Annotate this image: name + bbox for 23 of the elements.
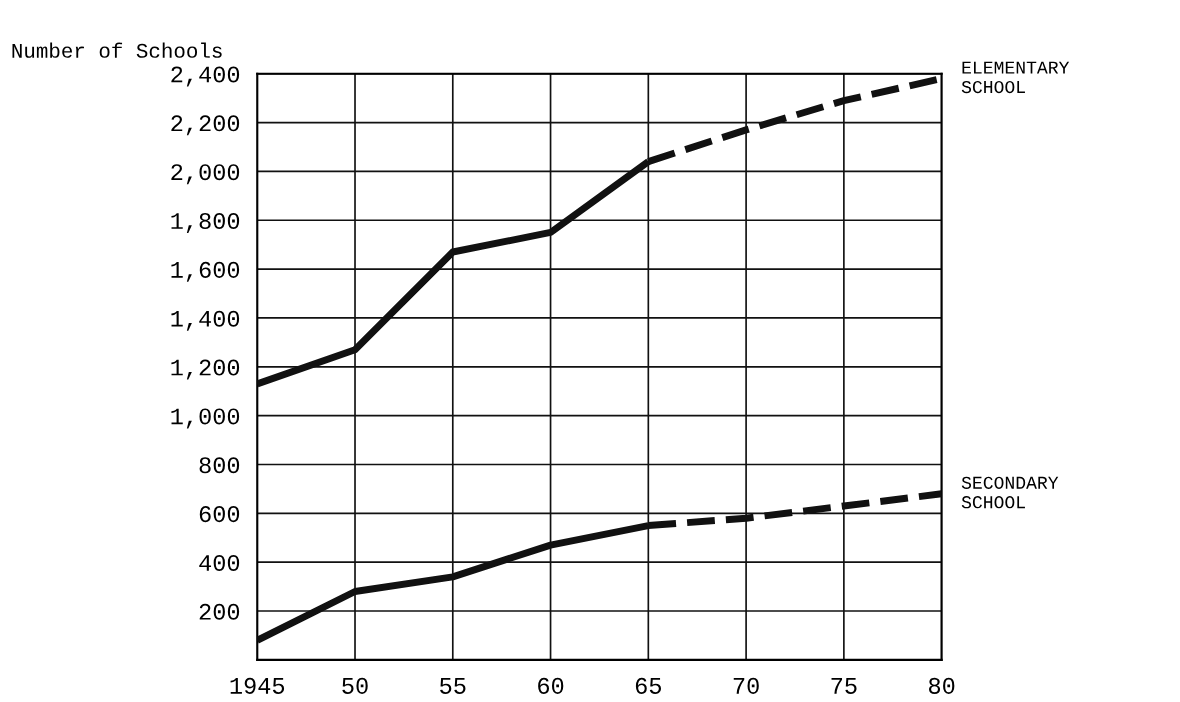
y-axis-title: Number of Schools <box>12 42 222 58</box>
x-tick-label: 1945 <box>230 677 285 694</box>
x-tick-label: 80 <box>929 677 955 694</box>
y-tick-label: 2,200 <box>171 115 240 136</box>
series-label: SECONDARY SCHOOL <box>961 476 1059 509</box>
x-tick-label: 50 <box>342 677 368 694</box>
y-tick-label: 400 <box>199 554 240 571</box>
y-tick-label: 2,000 <box>171 164 240 185</box>
x-tick-label: 60 <box>538 677 564 694</box>
y-tick-label: 1,600 <box>171 261 240 282</box>
y-tick-label: 2,400 <box>171 66 240 87</box>
x-tick-label: 55 <box>440 678 466 694</box>
y-tick-label: 1,800 <box>171 213 240 233</box>
y-tick-label: 600 <box>199 506 240 523</box>
y-tick-label: 1,200 <box>171 359 240 380</box>
x-tick-label: 65 <box>635 677 661 694</box>
x-tick-label: 75 <box>831 678 857 694</box>
y-tick-label: 800 <box>199 457 240 474</box>
series-label: ELEMENTARY SCHOOL <box>961 61 1070 94</box>
y-tick-label: 1,000 <box>171 408 240 429</box>
y-tick-label: 200 <box>199 603 240 620</box>
x-tick-label: 70 <box>733 677 759 694</box>
y-tick-label: 1,400 <box>171 310 240 331</box>
